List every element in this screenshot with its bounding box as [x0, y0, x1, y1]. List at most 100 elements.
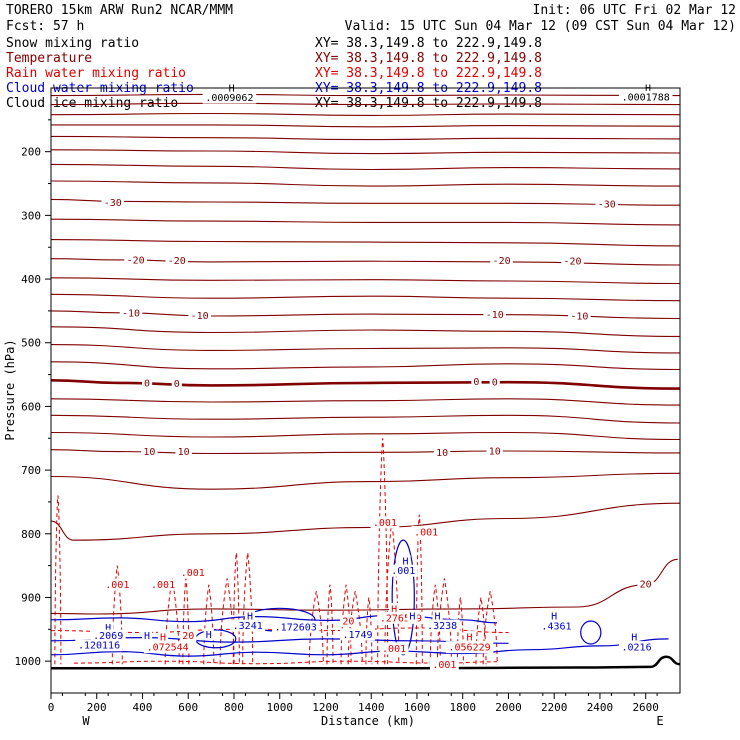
rain-label: 20	[342, 617, 354, 628]
cloud-water-label-bg	[538, 620, 574, 633]
isotherm-label: 10	[489, 447, 501, 458]
isotherm-line	[50, 398, 681, 406]
model-title: TORERO 15km ARW Run2 NCAR/MMM	[6, 3, 233, 18]
field-legend: Snow mixing ratio XY= 38.3,149.8 to 222.…	[6, 36, 542, 111]
isotherm-label-bg	[561, 255, 584, 268]
cloud-ice-label: H	[229, 84, 235, 95]
cloud-water-label: .3241	[233, 621, 263, 632]
rain-label: .001	[382, 644, 406, 655]
cloud-water-label-bg	[244, 609, 256, 622]
x-axis-west-label: W	[82, 714, 90, 728]
legend-cloud-ice-label: Cloud ice mixing ratio	[6, 96, 178, 111]
legend-cloud-ice-xy: XY= 38.3,149.8 to 222.9,149.8	[315, 96, 542, 111]
y-tick-label: 300	[21, 209, 41, 222]
cloud-water-label-bg	[203, 628, 214, 641]
x-tick-label: 1800	[449, 701, 476, 714]
x-tick-label: 400	[133, 701, 153, 714]
isotherm-label-bg	[483, 308, 507, 321]
isotherm-line	[50, 449, 681, 455]
cloud-water-label: .1749	[342, 630, 372, 641]
isotherm-line	[50, 277, 681, 285]
isotherm-label-bg	[141, 376, 153, 389]
isotherm-label: 10	[436, 448, 448, 459]
isotherm-label-bg	[486, 445, 503, 457]
rain-label-bg	[370, 516, 400, 529]
isotherm-label: -10	[486, 310, 504, 321]
isotherm-line	[50, 239, 681, 247]
isotherm-label: 10	[178, 447, 190, 458]
rain-contour	[164, 578, 180, 665]
cloud-water-label: H	[631, 632, 637, 643]
rain-label-bg	[388, 602, 400, 615]
isotherm-line	[50, 163, 681, 171]
cloud-water-label-bg	[272, 620, 320, 633]
cloud-water-label: .172603	[275, 622, 317, 633]
legend-snow-xy: XY= 38.3,149.8 to 222.9,149.8	[315, 36, 542, 51]
cloud-ice-label: .0009062	[205, 93, 253, 104]
isotherm-line	[51, 124, 681, 128]
rain-label-bg	[411, 525, 441, 538]
x-tick-label: 2200	[541, 701, 568, 714]
rain-contour	[54, 495, 62, 665]
cloud-water-label: .120116	[78, 641, 120, 652]
y-tick-label: 900	[21, 591, 41, 604]
isotherm-line	[50, 149, 681, 155]
rain-label-bg	[464, 630, 475, 643]
rain-label: .001	[181, 568, 205, 579]
cloud-water-label-bg	[407, 609, 418, 622]
cloud-water-label-bg	[619, 641, 655, 654]
cloud-ice-label: .0001788	[622, 92, 670, 103]
isotherm-label-bg	[595, 197, 619, 210]
cloud-water-contour	[50, 636, 509, 644]
valid-time: Valid: 15 UTC Sun 04 Mar 12 (09 CST Sun …	[345, 19, 736, 34]
surface-line	[51, 655, 681, 670]
isotherm-label-bg	[489, 376, 500, 389]
y-tick-label: 200	[21, 146, 41, 159]
legend-rain-label: Rain water mixing ratio	[6, 66, 186, 81]
isotherm-label: -20	[127, 255, 145, 266]
cloud-water-label: H	[206, 630, 212, 641]
isotherm-label-bg	[433, 446, 451, 459]
isotherm-label: 10	[143, 447, 155, 458]
cloud-water-label-bg	[629, 630, 640, 643]
contour-labels: -30 -30 -20 -20 -20 -20 -10 -10 -10 -10 0 0 0 0 10 10 10…	[75, 82, 673, 671]
legend-temperature-label: Temperature	[6, 51, 92, 66]
y-tick-label: 600	[21, 400, 41, 413]
rain-label: 20	[182, 631, 194, 642]
cloud-water-label: .0216	[621, 643, 651, 654]
rain-label: .001	[151, 580, 175, 591]
isotherm-label: -20	[168, 256, 186, 267]
isotherm-label-bg	[165, 254, 189, 267]
isotherm-line	[50, 310, 681, 320]
isotherm-label: 0	[473, 377, 479, 388]
isotherm-line	[50, 218, 681, 226]
rain-label: .072544	[147, 643, 189, 654]
rain-contour	[482, 591, 498, 665]
isotherm-line	[50, 112, 681, 116]
rain-contour	[111, 565, 123, 665]
isotherm-label-bg	[101, 196, 125, 209]
isotherm-label-bg	[171, 377, 182, 390]
rain-contour	[232, 552, 240, 665]
isotherm-line	[50, 135, 681, 141]
rain-label: .276579	[380, 613, 422, 624]
isotherm-label: -20	[493, 256, 511, 267]
isotherm-line	[50, 431, 681, 441]
cloud-water-label-bg	[432, 609, 443, 622]
cloud-water-label: H	[247, 611, 253, 622]
rain-label-bg	[340, 615, 357, 628]
isotherm-line	[50, 102, 681, 106]
isotherm-line	[50, 326, 681, 337]
rain-label-bg	[178, 566, 208, 579]
forecast-hour: Fcst: 57 h	[6, 19, 84, 34]
isotherm-label: 0	[492, 378, 498, 389]
isotherm-label: -20	[563, 257, 581, 268]
cloud-water-label: .3238	[427, 621, 457, 632]
rain-label: .001	[414, 527, 438, 538]
legend-temperature-xy: XY= 38.3,149.8 to 222.9,149.8	[315, 51, 542, 66]
y-axis-ticks: 200 300 400 500 600 700 800 900 1000	[15, 119, 51, 668]
x-axis-ticks: 0 200 400 600 800 1000 1200 1400 1600 1800 2000 220…	[48, 693, 659, 714]
init-time: Init: 06 UTC Fri 02 Mar 12	[533, 3, 737, 18]
isotherm-label-bg	[490, 254, 513, 267]
cloud-water-label: .4361	[541, 622, 571, 633]
